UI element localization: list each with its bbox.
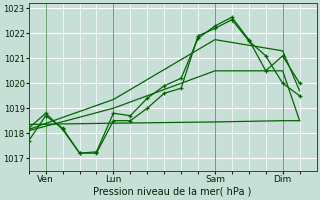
X-axis label: Pression niveau de la mer( hPa ): Pression niveau de la mer( hPa ) [93,187,252,197]
